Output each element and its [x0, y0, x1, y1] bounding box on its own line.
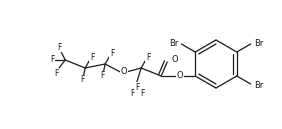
Text: F: F [57, 42, 61, 51]
Text: F: F [140, 88, 144, 98]
Text: Br: Br [254, 80, 263, 90]
Text: Br: Br [254, 38, 263, 47]
Text: F: F [100, 71, 104, 80]
Text: F: F [135, 83, 139, 91]
Text: F: F [54, 68, 58, 78]
Text: O: O [177, 71, 184, 80]
Text: F: F [110, 49, 114, 58]
Text: O: O [171, 55, 178, 64]
Text: F: F [146, 53, 150, 62]
Text: F: F [130, 90, 135, 99]
Text: F: F [80, 75, 84, 84]
Text: F: F [90, 53, 94, 62]
Text: F: F [50, 55, 54, 64]
Text: Br: Br [169, 38, 178, 47]
Text: O: O [121, 67, 127, 76]
